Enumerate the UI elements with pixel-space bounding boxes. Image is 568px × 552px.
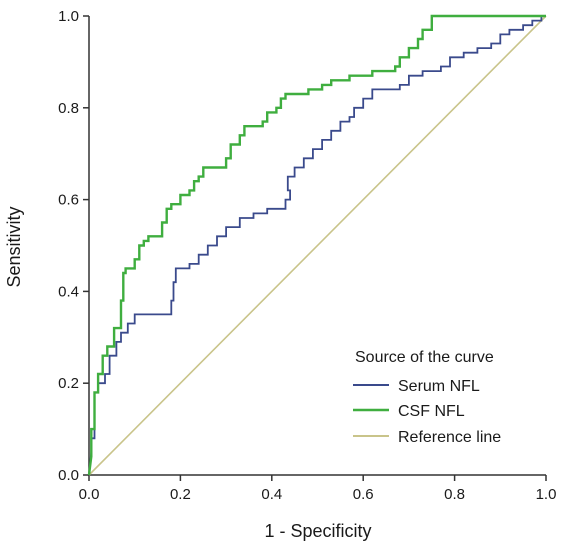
legend-label-reference-line: Reference line <box>398 429 501 446</box>
axes <box>83 15 547 481</box>
y-tick-label: 0.4 <box>58 283 79 300</box>
tick-labels: 0.0 0.2 0.4 0.6 0.8 1.0 0.0 0.2 0.4 0.6 0.8 1.0 <box>58 8 556 503</box>
x-axis-title: 1 - Specificity <box>264 521 371 541</box>
legend-label-csf-nfl: CSF NFL <box>398 403 465 420</box>
y-tick-label: 0.2 <box>58 375 79 392</box>
legend-label-serum-nfl: Serum NFL <box>398 378 480 395</box>
x-tick-label: 0.6 <box>353 486 374 503</box>
legend-title: Source of the curve <box>355 349 494 366</box>
y-tick-label: 0.6 <box>58 192 79 209</box>
series-line-serum-nfl <box>88 15 546 476</box>
y-tick-label: 0.8 <box>58 100 79 117</box>
y-tick-label: 1.0 <box>58 8 79 25</box>
legend: Source of the curve Serum NFL CSF NFL Re… <box>353 349 501 446</box>
y-tick-label: 0.0 <box>58 467 79 484</box>
series-layer <box>87 14 547 476</box>
x-tick-label: 1.0 <box>536 486 557 503</box>
y-axis-title: Sensitivity <box>4 206 24 287</box>
series-line-csf-nfl <box>87 14 546 476</box>
series-line-reference-line <box>88 15 547 476</box>
x-tick-label: 0.0 <box>79 486 100 503</box>
x-tick-label: 0.4 <box>261 486 282 503</box>
x-tick-label: 0.8 <box>444 486 465 503</box>
x-tick-label: 0.2 <box>170 486 191 503</box>
